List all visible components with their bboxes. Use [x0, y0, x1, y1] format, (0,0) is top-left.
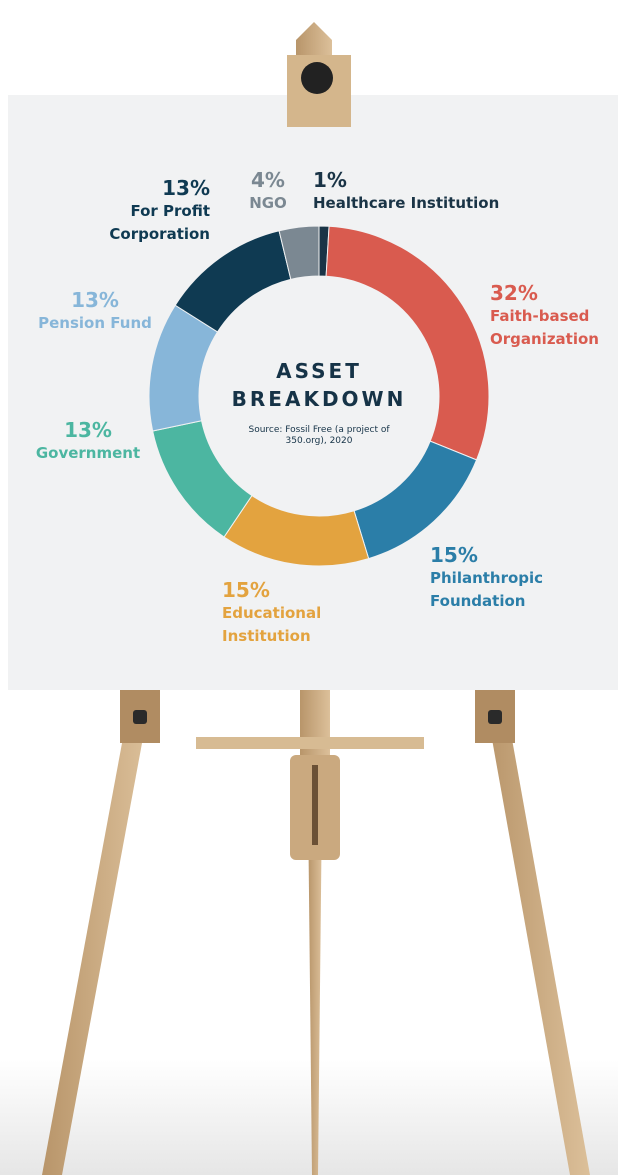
knob — [133, 710, 147, 724]
category-label: For Profit Corporation — [90, 200, 210, 246]
slice-label: 1%Healthcare Institution — [313, 168, 513, 215]
category-label: Healthcare Institution — [313, 192, 513, 215]
category-label: Pension Fund — [10, 312, 180, 335]
category-label: Faith-based Organization — [490, 305, 618, 351]
value-label: 15% — [222, 578, 342, 602]
value-label: 32% — [490, 281, 618, 305]
category-label: Government — [18, 442, 158, 465]
slice-label: 13%Pension Fund — [10, 288, 180, 335]
chart-title: ASSET BREAKDOWN — [219, 357, 419, 413]
value-label: 13% — [10, 288, 180, 312]
slice-label: 4%NGO — [238, 168, 298, 215]
value-label: 4% — [238, 168, 298, 192]
slice-label: 15%Philanthropic Foundation — [430, 543, 560, 613]
chart-subtitle: Source: Fossil Free (a project of 350.or… — [244, 425, 394, 447]
knob — [488, 710, 502, 724]
value-label: 13% — [90, 176, 210, 200]
slice-label: 13%For Profit Corporation — [90, 176, 210, 246]
slice-label: 13%Government — [18, 418, 158, 465]
easel-crossbar — [196, 737, 424, 749]
category-label: Philanthropic Foundation — [430, 567, 560, 613]
category-label: Educational Institution — [222, 602, 342, 648]
value-label: 15% — [430, 543, 560, 567]
easel-slot — [312, 765, 318, 845]
category-label: NGO — [238, 192, 298, 215]
top-knob — [301, 62, 333, 94]
slice-label: 15%Educational Institution — [222, 578, 342, 648]
value-label: 13% — [18, 418, 158, 442]
floor — [0, 1060, 618, 1175]
slice-label: 32%Faith-based Organization — [490, 281, 618, 351]
value-label: 1% — [313, 168, 513, 192]
easel-scene: ASSET BREAKDOWN Source: Fossil Free (a p… — [0, 0, 618, 1175]
